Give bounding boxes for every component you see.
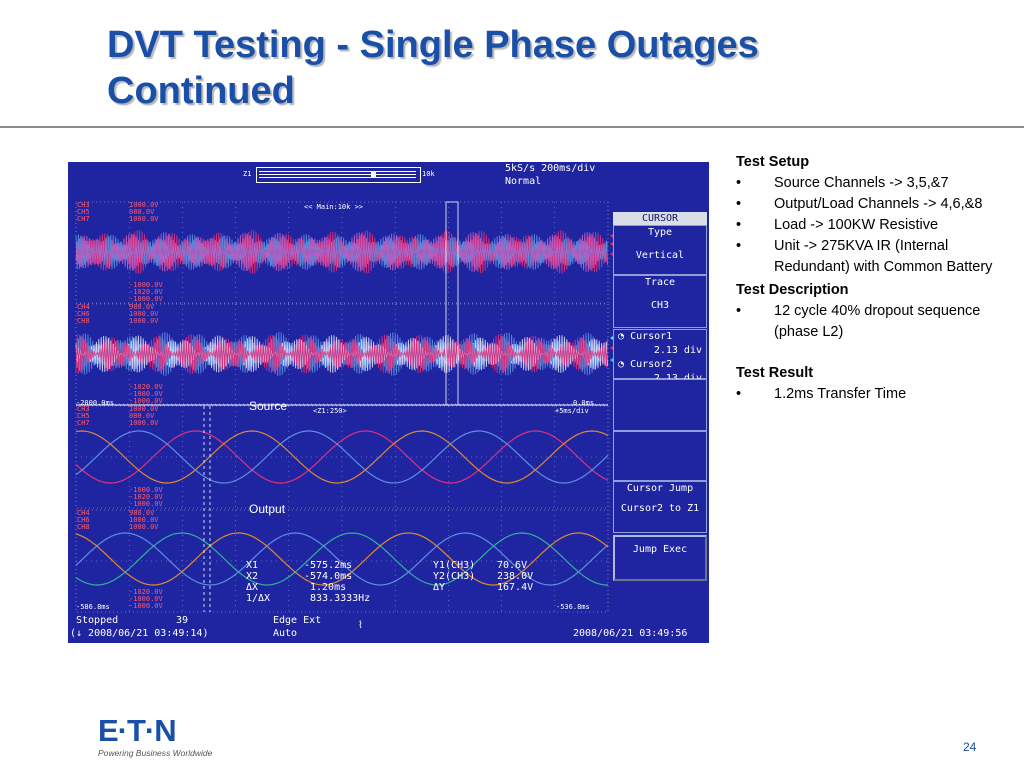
- zoom-indicator-right: 10k: [422, 170, 435, 178]
- end-timestamp: 2008/06/21 03:49:56: [573, 628, 688, 639]
- acq-count: 39: [176, 615, 189, 626]
- setup-item: • Output/Load Channels -> 4,6,&8: [736, 196, 983, 212]
- trigger-edge-icon: ⌇: [358, 620, 363, 631]
- zoom-time-right: -536.8ms: [556, 603, 590, 611]
- trigger-coupling: Auto: [273, 628, 298, 639]
- setup-item: • Unit -> 275KVA IR (Internal Redundant) …: [736, 238, 993, 275]
- source-main-trace-c: [75, 231, 608, 272]
- slide-title: DVT Testing - Single Phase Outages Conti…: [107, 22, 759, 114]
- test-setup-heading: Test Setup: [736, 154, 810, 170]
- test-notes: Test Setup • Source Channels -> 3,5,&7 • O…: [736, 150, 996, 405]
- jump-exec-button[interactable]: Jump Exec: [613, 535, 707, 581]
- softkey-blank-2[interactable]: [613, 431, 707, 481]
- title-divider: [0, 126, 1024, 128]
- trigger-type: Edge Ext: [273, 615, 322, 626]
- status-bar: Stopped 39 Edge Ext Auto ⌇ (↓ 2008/06/21…: [68, 614, 709, 643]
- main-time-right: 0.0ms: [573, 399, 595, 407]
- logo-tagline: Powering Business Worldwide: [98, 748, 213, 758]
- softkey-cursor-jump[interactable]: Cursor Jump Cursor2 to Z1: [613, 481, 707, 533]
- eaton-logo: E·T·N Powering Business Worldwide: [98, 713, 228, 758]
- scope-labels: Z1 10k 5kS/s 200ms/div Normal << Main:10…: [68, 162, 709, 643]
- output-zoom-trace-blue: [75, 532, 609, 586]
- output-main-trace-c: [75, 333, 609, 374]
- sample-rate: 5kS/s 200ms/div: [505, 163, 596, 174]
- page-number: 24: [963, 740, 977, 754]
- zoom-window-label: <Z1:250>: [313, 407, 347, 415]
- logo-wordmark: E·T·N: [98, 713, 177, 748]
- softkey-trace[interactable]: Trace CH3: [613, 275, 707, 328]
- softkey-header: CURSOR: [613, 212, 707, 225]
- source-zoom-trace-blue: [75, 430, 609, 484]
- zoom-indicator-left: Z1: [243, 170, 252, 178]
- start-timestamp: (↓ 2008/06/21 03:49:14): [70, 628, 209, 639]
- output-annotation: Output: [249, 502, 286, 516]
- result-item: • 1.2ms Transfer Time: [736, 386, 907, 402]
- source-zoom-trace-red: [75, 430, 609, 484]
- cursor2-icon: ◔: [618, 359, 625, 370]
- description-item: • 12 cycle 40% dropout sequence (phase L2…: [736, 303, 981, 340]
- zoom-timebase: +5ms/div: [555, 407, 589, 415]
- setup-item: • Source Channels -> 3,5,&7: [736, 175, 949, 191]
- main-time-left: -2000.0ms: [76, 399, 114, 407]
- acquisition-mode: Normal: [505, 176, 542, 187]
- cursor-softkey-menu: CURSOR Type Vertical Trace CH3 ◔ Cursor1…: [613, 212, 709, 592]
- softkey-type[interactable]: Type Vertical: [613, 225, 707, 275]
- waveform-canvas: [75, 201, 616, 613]
- source-annotation: Source: [249, 399, 288, 413]
- oscilloscope-screen: Z1 10k 5kS/s 200ms/div Normal << Main:10…: [68, 162, 709, 643]
- setup-item: • Load -> 100KW Resistive: [736, 217, 939, 233]
- softkey-blank-1[interactable]: [613, 379, 707, 431]
- softkey-cursors[interactable]: ◔ Cursor1 2.13 div ◔ Cursor2 2.13 div: [613, 329, 707, 384]
- run-state: Stopped: [76, 615, 119, 626]
- test-result-heading: Test Result: [736, 365, 814, 381]
- main-window-label: << Main:10k >>: [304, 203, 364, 211]
- slide-title-line1: DVT Testing - Single Phase Outages: [107, 24, 759, 66]
- zoom-range-bar: [256, 167, 421, 183]
- cursor1-icon: ◔: [618, 331, 625, 342]
- source-zoom-trace-orange: [75, 430, 609, 484]
- output-zoom-trace-green: [75, 532, 608, 586]
- zoom-time-left: -586.8ms: [76, 603, 110, 611]
- slide-title-line2: Continued: [107, 70, 295, 112]
- output-zoom-trace-orange: [75, 532, 609, 586]
- zoom-window-marker: [445, 201, 459, 406]
- test-description-heading: Test Description: [736, 282, 849, 298]
